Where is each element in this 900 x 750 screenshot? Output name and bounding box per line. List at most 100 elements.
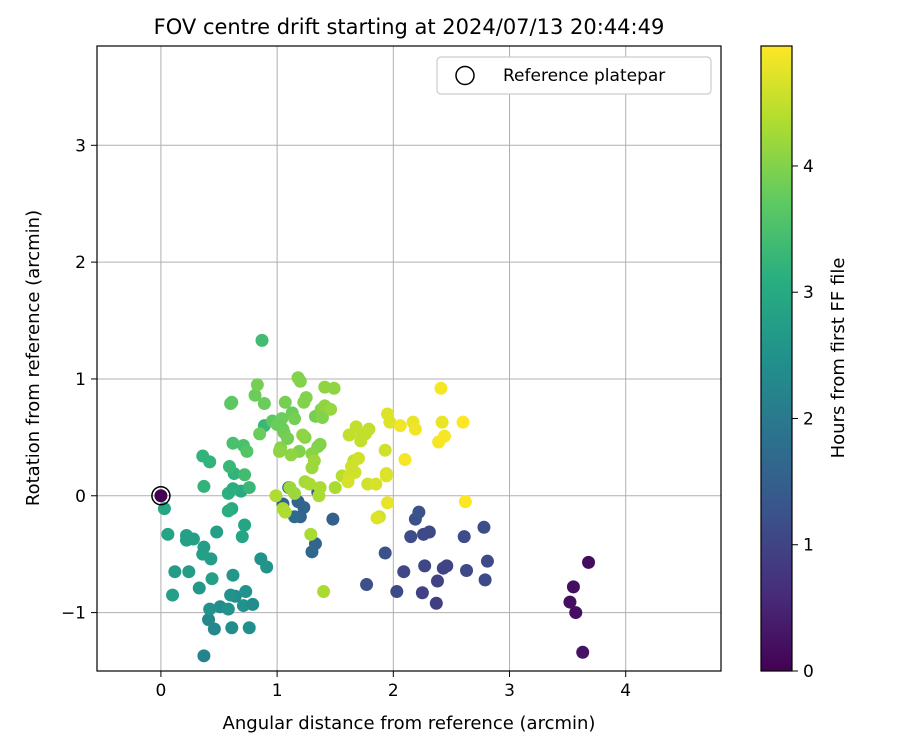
y-axis-label: Rotation from reference (arcmin) bbox=[23, 210, 44, 506]
data-point bbox=[186, 532, 200, 546]
data-point bbox=[225, 621, 239, 635]
data-point bbox=[197, 479, 211, 493]
scatter-points bbox=[154, 333, 596, 663]
data-point bbox=[362, 422, 376, 436]
data-point bbox=[207, 622, 221, 636]
data-point bbox=[477, 520, 491, 534]
data-point bbox=[379, 469, 393, 483]
data-point bbox=[324, 402, 338, 416]
x-tick-label: 1 bbox=[272, 681, 283, 701]
x-axis-ticks: 0 1 2 3 4 bbox=[155, 671, 631, 701]
data-point bbox=[239, 585, 253, 599]
data-point bbox=[434, 381, 448, 395]
data-point bbox=[429, 596, 443, 610]
data-point bbox=[328, 481, 342, 495]
data-point bbox=[299, 391, 313, 405]
data-point bbox=[582, 555, 596, 569]
data-point bbox=[304, 527, 318, 541]
y-tick-label: −1 bbox=[61, 604, 86, 624]
data-point bbox=[383, 415, 397, 429]
colorbar-tick-label: 3 bbox=[803, 283, 814, 303]
data-point bbox=[566, 580, 580, 594]
data-point bbox=[378, 443, 392, 457]
data-point bbox=[257, 396, 271, 410]
data-point bbox=[458, 495, 472, 509]
data-point bbox=[412, 505, 426, 519]
data-point bbox=[460, 564, 474, 578]
data-point bbox=[238, 468, 252, 482]
data-point bbox=[480, 554, 494, 568]
colorbar-tick-label: 2 bbox=[803, 409, 814, 429]
data-point bbox=[203, 602, 217, 616]
data-point bbox=[203, 455, 217, 469]
data-point bbox=[246, 597, 260, 611]
data-point bbox=[317, 585, 331, 599]
data-point bbox=[210, 525, 224, 539]
y-tick-label: 3 bbox=[75, 136, 86, 156]
colorbar: 0 1 2 3 4 Hours from first FF file bbox=[760, 45, 849, 682]
data-point bbox=[168, 565, 182, 579]
data-point bbox=[154, 489, 168, 503]
colorbar-tick-label: 1 bbox=[803, 536, 814, 556]
data-point bbox=[269, 489, 283, 503]
data-point bbox=[240, 444, 254, 458]
data-point bbox=[222, 460, 236, 474]
data-point bbox=[326, 512, 340, 526]
data-point bbox=[307, 454, 321, 468]
colorbar-tick-label: 0 bbox=[803, 662, 814, 682]
data-point bbox=[248, 388, 262, 402]
data-point bbox=[369, 477, 383, 491]
data-point bbox=[242, 621, 256, 635]
data-point bbox=[435, 415, 449, 429]
data-point bbox=[437, 429, 451, 443]
chart-title: FOV centre drift starting at 2024/07/13 … bbox=[154, 15, 665, 39]
data-point bbox=[569, 606, 583, 620]
data-point bbox=[182, 565, 196, 579]
data-point bbox=[288, 486, 302, 500]
data-point bbox=[255, 333, 269, 347]
data-point bbox=[226, 482, 240, 496]
data-point bbox=[576, 645, 590, 659]
data-point bbox=[390, 585, 404, 599]
x-axis-label: Angular distance from reference (arcmin) bbox=[223, 713, 596, 734]
reference-platepar-marker bbox=[151, 486, 171, 506]
data-point bbox=[166, 588, 180, 602]
data-point bbox=[440, 559, 454, 573]
data-point bbox=[197, 540, 211, 554]
data-point bbox=[253, 427, 267, 441]
data-point bbox=[313, 437, 327, 451]
data-point bbox=[404, 530, 418, 544]
data-point bbox=[221, 504, 235, 518]
data-point bbox=[327, 381, 341, 395]
data-point bbox=[250, 378, 264, 392]
legend-marker-icon bbox=[455, 65, 475, 86]
data-point bbox=[221, 602, 235, 616]
data-point bbox=[205, 572, 219, 586]
data-point bbox=[303, 477, 317, 491]
data-point bbox=[284, 448, 298, 462]
data-point bbox=[393, 419, 407, 433]
colorbar-tick-label: 4 bbox=[803, 157, 814, 177]
y-axis-ticks: −1 0 1 2 3 bbox=[61, 136, 97, 624]
data-point bbox=[378, 546, 392, 560]
data-point bbox=[478, 573, 492, 587]
data-point bbox=[349, 420, 363, 434]
x-tick-label: 2 bbox=[388, 681, 399, 701]
data-point bbox=[197, 649, 211, 663]
data-point bbox=[354, 434, 368, 448]
data-point bbox=[235, 530, 249, 544]
data-point bbox=[415, 586, 429, 600]
data-point bbox=[370, 511, 384, 525]
data-point bbox=[224, 588, 238, 602]
data-point bbox=[272, 444, 286, 458]
data-point bbox=[225, 395, 239, 409]
legend-entry-reference-platepar: Reference platepar bbox=[503, 66, 665, 86]
reference-marker bbox=[151, 486, 171, 506]
data-point bbox=[281, 432, 295, 446]
data-point bbox=[275, 412, 289, 426]
data-point bbox=[278, 505, 292, 519]
data-point bbox=[563, 595, 577, 609]
data-point bbox=[278, 395, 292, 409]
y-tick-label: 0 bbox=[75, 487, 86, 507]
